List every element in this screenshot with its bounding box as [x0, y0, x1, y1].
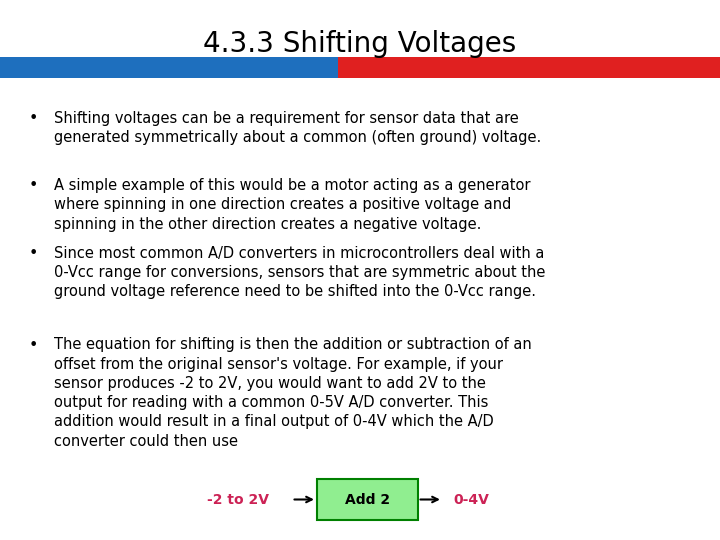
Text: The equation for shifting is then the addition or subtraction of an
offset from : The equation for shifting is then the ad…: [54, 338, 532, 449]
Text: Shifting voltages can be a requirement for sensor data that are
generated symmet: Shifting voltages can be a requirement f…: [54, 111, 541, 145]
Text: •: •: [29, 246, 38, 261]
Text: Since most common A/D converters in microcontrollers deal with a
0-Vcc range for: Since most common A/D converters in micr…: [54, 246, 545, 299]
Text: 4.3.3 Shifting Voltages: 4.3.3 Shifting Voltages: [203, 30, 517, 58]
FancyBboxPatch shape: [338, 57, 720, 78]
Text: Add 2: Add 2: [345, 492, 390, 507]
Text: •: •: [29, 178, 38, 193]
Text: •: •: [29, 338, 38, 353]
Text: -2 to 2V: -2 to 2V: [207, 492, 269, 507]
FancyBboxPatch shape: [317, 480, 418, 519]
Text: A simple example of this would be a motor acting as a generator
where spinning i: A simple example of this would be a moto…: [54, 178, 531, 232]
Text: •: •: [29, 111, 38, 126]
Text: 0-4V: 0-4V: [454, 492, 490, 507]
FancyBboxPatch shape: [0, 57, 338, 78]
